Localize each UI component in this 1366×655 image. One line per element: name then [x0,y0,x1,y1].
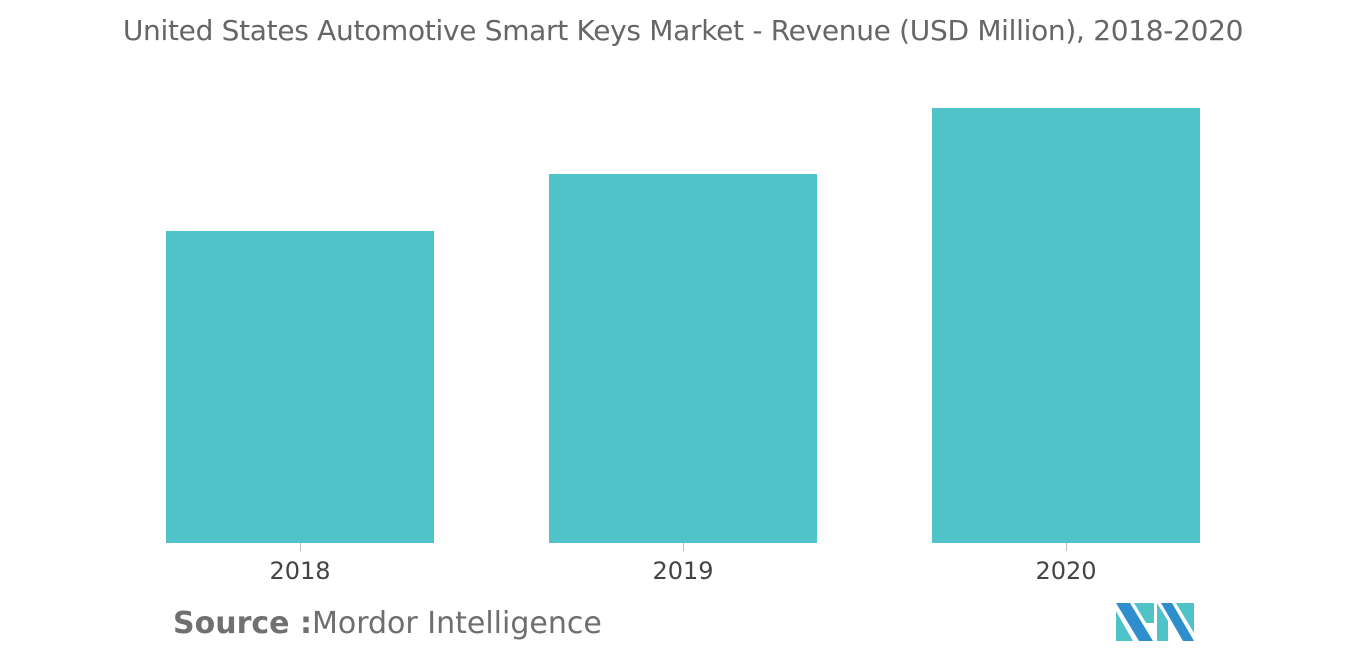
chart-title: United States Automotive Smart Keys Mark… [122,14,1244,47]
x-tick-label: 2019 [652,557,714,585]
source-text: Mordor Intelligence [311,606,602,641]
bar-2019 [549,174,817,543]
x-tick-label: 2018 [269,557,331,585]
source-note: Source :Mordor Intelligence [173,606,602,641]
bar-2020 [932,108,1200,543]
x-tick-label: 2020 [1035,557,1097,585]
bar-2018 [166,231,434,543]
source-label: Source : [173,606,312,641]
x-tick [683,543,684,551]
x-tick [300,543,301,551]
x-tick [1066,543,1067,551]
mordor-intelligence-logo-icon [1116,603,1194,641]
